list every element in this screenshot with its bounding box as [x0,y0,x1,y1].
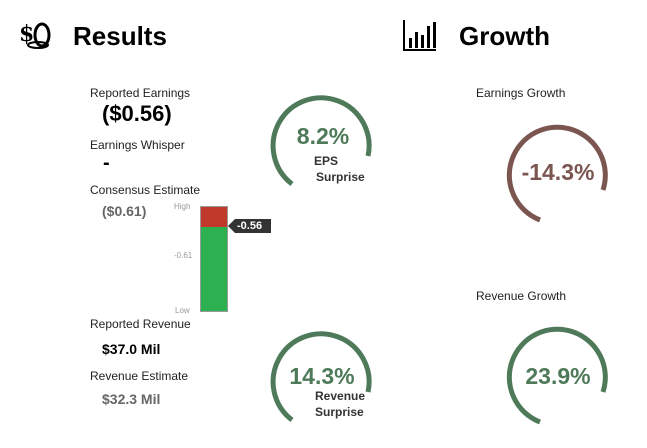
gauge-bar [200,206,228,312]
gauge-mid-label: -0.61 [174,251,193,260]
earnings-whisper-label: Earnings Whisper [90,138,185,152]
reported-revenue-label: Reported Revenue [90,317,191,331]
gauge-low-label: Low [175,306,190,315]
eps-surprise-gauge: 8.2% EPS Surprise [270,86,376,190]
reported-earnings-label: Reported Earnings [90,86,191,100]
revenue-surprise-gauge: 14.3% Revenue Surprise [270,322,376,426]
revenue-surprise-value: 14.3% [289,363,355,389]
revenue-growth-label: Revenue Growth [476,289,567,303]
revenue-growth-gauge: 23.9% [505,322,611,426]
revenue-estimate-value: $32.3 Mil [102,391,161,407]
bar-chart-icon [402,18,438,52]
earnings-growth-label: Earnings Growth [476,86,566,100]
revenue-surprise-line1: Revenue [315,389,366,403]
gauge-marker-label: -0.56 [237,220,263,232]
earnings-whisper-value: - [103,152,110,174]
earnings-growth-gauge: -14.3% [505,120,611,224]
earnings-growth-value: -14.3% [521,159,595,185]
revenue-estimate-label: Revenue Estimate [90,369,189,383]
eps-surprise-line1: EPS [314,154,339,168]
gauge-red-segment [201,207,227,227]
revenue-surprise-line2: Surprise [315,405,364,419]
gauge-high-label: High [174,202,191,211]
reported-revenue-value: $37.0 Mil [102,341,161,357]
reported-earnings-value: ($0.56) [102,101,172,126]
revenue-growth-value: 23.9% [525,363,591,389]
money-icon: $ [18,20,52,50]
growth-title: Growth [459,21,550,51]
consensus-estimate-value: ($0.61) [102,203,147,219]
eps-surprise-value: 8.2% [296,123,350,149]
svg-text:$: $ [19,21,34,47]
results-title: Results [73,21,167,51]
eps-surprise-line2: Surprise [316,170,365,184]
consensus-estimate-label: Consensus Estimate [90,183,201,197]
